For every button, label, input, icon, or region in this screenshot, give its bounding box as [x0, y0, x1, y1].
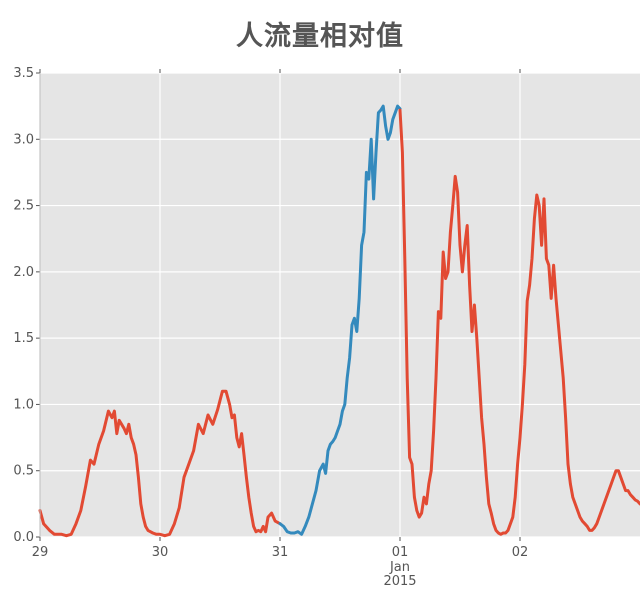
series-line-2: [398, 108, 640, 536]
y-tick-label: 2.5: [13, 199, 34, 214]
x-tick-label: 01: [392, 545, 409, 560]
y-tick-label: 1.0: [13, 397, 34, 412]
x-tick-label: 29: [32, 545, 49, 560]
y-tick-label: 0.5: [13, 464, 34, 479]
x-tick-label: 31: [272, 545, 289, 560]
x-tick-label: 02: [512, 545, 529, 560]
y-tick-label: 3.5: [13, 66, 34, 81]
x-tick-sublabel: 2015: [383, 574, 416, 589]
y-tick-label: 3.0: [13, 132, 34, 147]
y-tick-label: 2.0: [13, 265, 34, 280]
y-tick-label: 1.5: [13, 331, 34, 346]
plot-area: [40, 73, 640, 537]
x-tick-label: 30: [152, 545, 169, 560]
x-tick-sublabel: Jan: [389, 560, 410, 575]
series-group: [38, 104, 640, 538]
chart-title: 人流量相对值: [236, 21, 404, 52]
series-line-0: [38, 389, 282, 538]
y-tick-label: 0.0: [13, 530, 34, 545]
series-line-1: [278, 104, 402, 536]
